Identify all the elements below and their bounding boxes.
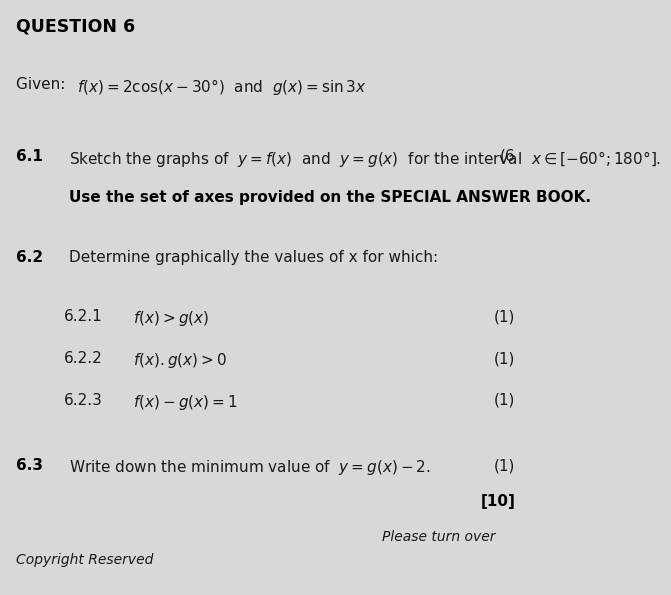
Text: Sketch the graphs of  $y = f(x)$  and  $y = g(x)$  for the interval  $x \in [-60: Sketch the graphs of $y = f(x)$ and $y =…: [69, 149, 661, 169]
Text: Please turn over: Please turn over: [382, 530, 496, 544]
Text: Copyright Reserved: Copyright Reserved: [16, 553, 153, 568]
Text: (1): (1): [494, 351, 515, 366]
Text: $f(x).g(x) > 0$: $f(x).g(x) > 0$: [133, 351, 227, 370]
Text: Determine graphically the values of x for which:: Determine graphically the values of x fo…: [69, 250, 438, 265]
Text: 6.2.3: 6.2.3: [64, 393, 103, 408]
Text: [10]: [10]: [480, 494, 515, 509]
Text: Write down the minimum value of  $y = g(x) - 2$.: Write down the minimum value of $y = g(x…: [69, 458, 431, 477]
Text: 6.2.2: 6.2.2: [64, 351, 103, 366]
Text: (1): (1): [494, 309, 515, 324]
Text: QUESTION 6: QUESTION 6: [16, 18, 135, 36]
Text: $f(x) = 2\cos(x - 30°)$  and  $g(x) = \sin 3x$: $f(x) = 2\cos(x - 30°)$ and $g(x) = \sin…: [77, 77, 366, 98]
Text: (1): (1): [494, 393, 515, 408]
Text: (6: (6: [500, 149, 515, 164]
Text: Use the set of axes provided on the SPECIAL ANSWER BOOK.: Use the set of axes provided on the SPEC…: [69, 190, 591, 205]
Text: Given:: Given:: [16, 77, 80, 92]
Text: 6.2.1: 6.2.1: [64, 309, 103, 324]
Text: 6.2: 6.2: [16, 250, 43, 265]
Text: 6.1: 6.1: [16, 149, 43, 164]
Text: $f(x) - g(x) = 1$: $f(x) - g(x) = 1$: [133, 393, 238, 412]
Text: (1): (1): [494, 458, 515, 473]
Text: 6.3: 6.3: [16, 458, 43, 473]
Text: $f(x) > g(x)$: $f(x) > g(x)$: [133, 309, 209, 328]
